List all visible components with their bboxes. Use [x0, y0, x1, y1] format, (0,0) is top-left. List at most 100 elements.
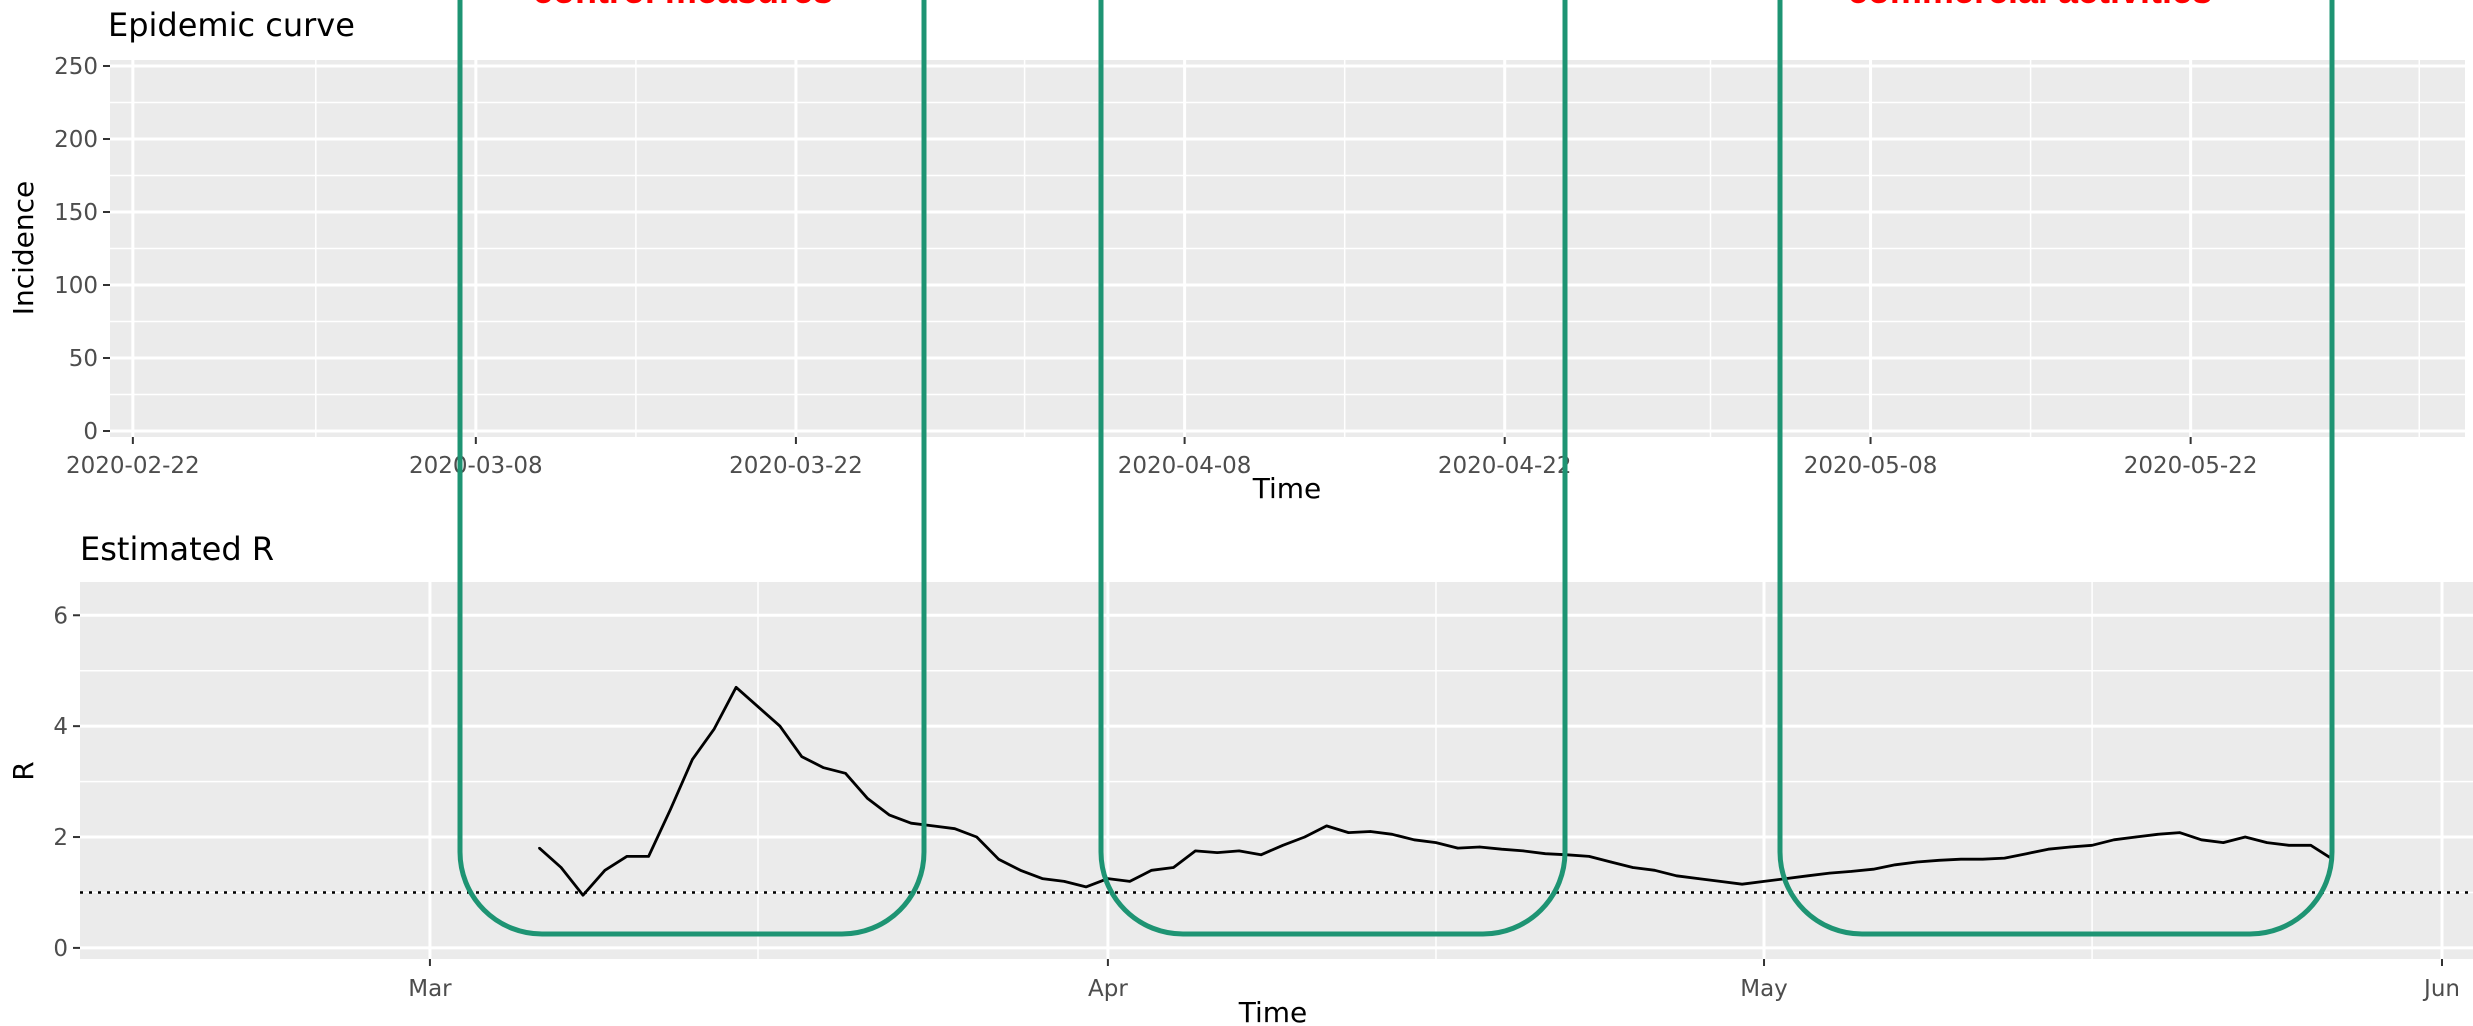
estimated-r-point — [1675, 874, 1678, 878]
estimated-r-point — [625, 855, 628, 858]
x-tick-label: Jun — [2422, 976, 2460, 1002]
estimated-r-point — [2200, 838, 2203, 842]
y-tick-label: 50 — [69, 346, 98, 372]
epidemic-curve-y-axis-title: Incidence — [7, 181, 40, 316]
estimated-r-point — [1959, 858, 1963, 861]
estimated-r-point — [1041, 877, 1044, 880]
estimated-r-y-axis-title: R — [7, 761, 40, 780]
epidemic-curve-x-axis: 2020-02-22 2020-03-08 2020-03-22 2020-04-08… — [66, 437, 2257, 479]
y-tick-label: 150 — [54, 200, 98, 226]
estimated-r-point — [669, 808, 672, 811]
estimated-r-point — [844, 772, 847, 775]
estimated-r-point — [2265, 841, 2269, 844]
estimated-r-point — [1019, 869, 1022, 872]
estimated-r-point — [1456, 846, 1460, 850]
estimated-r-point — [1347, 831, 1350, 834]
estimated-r-point — [800, 755, 803, 758]
epidemic-curve-title: Epidemic curve — [108, 6, 355, 44]
estimated-r-point — [1719, 880, 1722, 883]
estimated-r-point — [1369, 830, 1372, 833]
estimated-r-point — [1981, 858, 1984, 861]
y-tick-label: 100 — [54, 273, 98, 299]
estimated-r-point — [2178, 831, 2181, 834]
estimated-r-point — [997, 858, 1000, 861]
estimated-r-point — [778, 724, 782, 728]
estimated-r-x-axis-title: Time — [1238, 996, 1308, 1026]
estimated-r-point — [1128, 880, 1131, 883]
estimated-r-point — [1194, 849, 1197, 853]
estimated-r-title: Estimated R — [80, 530, 274, 568]
y-tick-label: 4 — [53, 714, 68, 740]
estimated-r-point — [1828, 871, 1831, 875]
estimated-r-y-axis: 0 2 4 6 — [53, 603, 80, 962]
estimated-r-point — [691, 758, 694, 761]
estimated-r-data-points — [538, 686, 2334, 897]
estimated-r-point — [866, 797, 869, 800]
x-tick-label: 2020-04-08 — [1118, 453, 1252, 479]
estimated-r-point — [2025, 852, 2028, 855]
estimated-r-point — [2243, 835, 2247, 839]
estimated-r-point — [953, 827, 957, 830]
x-tick-label: Apr — [1088, 976, 1128, 1002]
period-box-1 — [457, 0, 927, 937]
estimated-r-point — [1740, 882, 1744, 886]
estimated-r-point — [1609, 860, 1613, 864]
estimated-r-point — [1850, 870, 1853, 873]
y-tick-label: 6 — [53, 603, 68, 629]
estimated-r-point — [1806, 874, 1809, 878]
estimated-r-point — [1281, 844, 1285, 847]
estimated-r-point — [1894, 863, 1897, 866]
epidemic-curve-panel: Epidemic curve 0 50 100 150 200 250 2020-02-2… — [7, 6, 2465, 505]
x-tick-label: Mar — [408, 976, 452, 1002]
estimated-r-point — [1391, 833, 1394, 836]
estimated-r-point — [2069, 845, 2072, 849]
estimated-r-point — [603, 869, 607, 872]
y-tick-label: 250 — [54, 54, 98, 80]
estimated-r-point — [975, 835, 978, 839]
x-tick-label: 2020-03-22 — [729, 453, 863, 479]
estimated-r-point — [1697, 877, 1700, 880]
estimated-r-point — [1653, 869, 1656, 872]
x-tick-label: 2020-05-08 — [1804, 453, 1938, 479]
estimated-r-point — [822, 766, 825, 769]
estimated-r-point — [1478, 845, 1481, 849]
period-box-2 — [1098, 0, 1568, 937]
epidemic-curve-grid — [110, 60, 2465, 437]
x-tick-label: 2020-05-22 — [2124, 453, 2258, 479]
estimated-r-point — [2156, 833, 2159, 836]
estimated-r-point — [1872, 867, 1875, 871]
estimated-r-point — [1762, 880, 1766, 883]
estimated-r-point — [1303, 835, 1306, 839]
epidemic-curve-x-axis-title: Time — [1252, 472, 1322, 505]
estimated-r-point — [1522, 849, 1525, 853]
estimated-r-point — [2090, 844, 2094, 847]
estimated-r-point — [1434, 841, 1438, 844]
estimated-r-point — [1259, 853, 1263, 856]
estimated-r-point — [2003, 856, 2006, 860]
estimated-r-point — [1587, 855, 1591, 858]
estimated-r-x-axis: Mar Apr May Jun — [408, 959, 2460, 1002]
period-annotations: control measures commercial activities — [457, 0, 2335, 937]
estimated-r-point — [1172, 866, 1175, 869]
y-tick-label: 0 — [53, 936, 68, 962]
period-box-3-label: commercial activities — [1848, 0, 2212, 11]
estimated-r-point — [559, 866, 563, 869]
period-box-1-label: control measures — [533, 0, 833, 11]
period-box-3 — [1777, 0, 2335, 937]
estimated-r-point — [2309, 844, 2312, 847]
estimated-r-point — [1500, 848, 1503, 851]
estimated-r-point — [909, 821, 913, 825]
estimated-r-point — [1412, 838, 1416, 842]
estimated-r-point — [713, 727, 716, 731]
x-tick-label: 2020-03-08 — [409, 453, 543, 479]
estimated-r-panel: Estimated R 0 2 4 6 Mar Apr May Jun Time R — [7, 530, 2473, 1026]
x-tick-label: 2020-02-22 — [66, 453, 200, 479]
estimated-r-point — [1915, 860, 1919, 864]
y-tick-label: 0 — [83, 419, 98, 445]
y-tick-label: 2 — [53, 825, 68, 851]
estimated-r-point — [2047, 848, 2050, 851]
estimated-r-point — [2134, 835, 2138, 839]
estimated-r-point — [931, 824, 935, 828]
x-tick-label: May — [1740, 976, 1788, 1002]
estimated-r-point — [581, 894, 585, 897]
